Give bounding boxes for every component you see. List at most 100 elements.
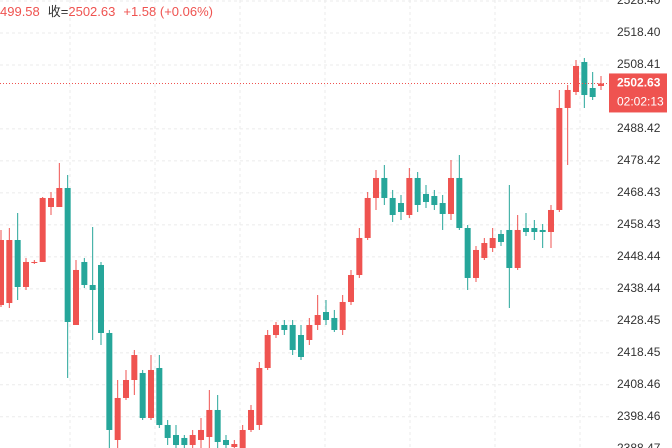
candle-body bbox=[439, 203, 446, 214]
candle-body bbox=[23, 261, 29, 288]
y-tick-label: 2398.46 bbox=[617, 409, 661, 423]
candle-body bbox=[73, 269, 79, 325]
y-tick-label: 2418.45 bbox=[617, 345, 661, 359]
candle-body bbox=[448, 177, 454, 214]
last-price-box bbox=[609, 73, 667, 113]
candle-body bbox=[514, 229, 521, 268]
candle-body bbox=[148, 369, 154, 418]
candle-body bbox=[31, 261, 38, 263]
y-tick-label: 2428.45 bbox=[617, 313, 661, 327]
candle-body bbox=[256, 368, 263, 425]
close-label: 收= bbox=[48, 4, 69, 19]
candle-body bbox=[264, 335, 271, 368]
y-tick-label: 2458.43 bbox=[617, 217, 661, 231]
last-price-label: 2502.63 bbox=[617, 76, 661, 90]
candle-body bbox=[489, 237, 496, 248]
candle-body bbox=[206, 409, 213, 437]
candle-body bbox=[581, 61, 588, 96]
candle-body bbox=[239, 429, 246, 448]
candle-body bbox=[281, 324, 288, 330]
candle-body bbox=[314, 315, 321, 325]
candle-body bbox=[6, 240, 13, 304]
y-tick-label: 2478.42 bbox=[617, 153, 661, 167]
candle-body bbox=[89, 284, 96, 290]
ohlc-header: 499.58 收=2502.63 +1.58 (+0.06%) bbox=[0, 4, 213, 19]
candle-body bbox=[331, 317, 338, 330]
candle-body bbox=[123, 380, 129, 398]
candle-body bbox=[223, 440, 229, 445]
y-tick-label: 2518.40 bbox=[617, 25, 661, 39]
y-tick-label: 2448.44 bbox=[617, 249, 661, 263]
candle-body bbox=[39, 197, 46, 262]
candle-body bbox=[131, 355, 138, 380]
candle-body bbox=[181, 437, 188, 445]
candle-body bbox=[98, 264, 104, 333]
candle-body bbox=[373, 177, 379, 198]
candle-body bbox=[414, 177, 421, 205]
candle-body bbox=[539, 229, 546, 232]
candle-body bbox=[0, 240, 4, 305]
candle-body bbox=[481, 243, 488, 258]
candle-body bbox=[173, 435, 179, 445]
candle-body bbox=[564, 89, 571, 108]
last-time-label: 02:02:13 bbox=[617, 95, 664, 109]
candles bbox=[0, 57, 604, 448]
candle-body bbox=[523, 228, 529, 232]
candle-body bbox=[81, 261, 88, 285]
candle-body bbox=[231, 444, 238, 448]
candle-body bbox=[406, 177, 413, 216]
change-value: +1.58 (+0.06%) bbox=[123, 4, 213, 19]
candle-body bbox=[473, 249, 479, 278]
y-tick-label: 2438.44 bbox=[617, 281, 661, 295]
candle-body bbox=[198, 429, 204, 440]
candle-body bbox=[398, 203, 404, 212]
open-value: 499.58 bbox=[0, 4, 40, 19]
candle-body bbox=[348, 275, 354, 302]
candle-body bbox=[106, 332, 113, 430]
candle-body bbox=[14, 240, 21, 288]
candle-body bbox=[381, 177, 388, 198]
candle-body bbox=[364, 197, 371, 238]
candle-body bbox=[339, 301, 346, 330]
candle-body bbox=[498, 233, 504, 242]
grid bbox=[0, 0, 609, 448]
candle-body bbox=[139, 372, 146, 418]
candle-body bbox=[289, 324, 296, 350]
candle-body bbox=[323, 312, 329, 320]
candle-body bbox=[214, 409, 221, 442]
candle-body bbox=[573, 65, 579, 92]
y-tick-label: 2528.40 bbox=[617, 0, 661, 7]
candle-body bbox=[423, 193, 429, 202]
candle-body bbox=[64, 188, 71, 322]
y-tick-label: 2388.47 bbox=[617, 441, 661, 448]
candle-body bbox=[389, 197, 396, 216]
y-tick-label: 2408.46 bbox=[617, 377, 661, 391]
y-tick-label: 2508.41 bbox=[617, 57, 661, 71]
candle-body bbox=[114, 397, 121, 440]
candle-body bbox=[189, 435, 196, 445]
candle-body bbox=[56, 188, 63, 208]
candle-body bbox=[506, 229, 513, 268]
candle-body bbox=[156, 368, 163, 425]
candle-body bbox=[456, 177, 463, 228]
candle-body bbox=[431, 196, 438, 205]
candle-body bbox=[273, 324, 279, 336]
candle-body bbox=[48, 197, 54, 208]
candle-body bbox=[598, 83, 604, 86]
candle-body bbox=[556, 108, 563, 210]
candle-body bbox=[589, 88, 596, 97]
candle-body bbox=[464, 228, 471, 278]
candle-body bbox=[248, 409, 254, 430]
close-value: 2502.63 bbox=[68, 4, 115, 19]
candle-body bbox=[531, 228, 538, 232]
y-tick-label: 2488.42 bbox=[617, 121, 661, 135]
candle-body bbox=[306, 324, 313, 340]
candle-body bbox=[164, 424, 171, 438]
candle-body bbox=[356, 237, 363, 276]
candle-body bbox=[548, 209, 554, 232]
y-tick-label: 2468.43 bbox=[617, 185, 661, 199]
candle-body bbox=[298, 335, 304, 357]
